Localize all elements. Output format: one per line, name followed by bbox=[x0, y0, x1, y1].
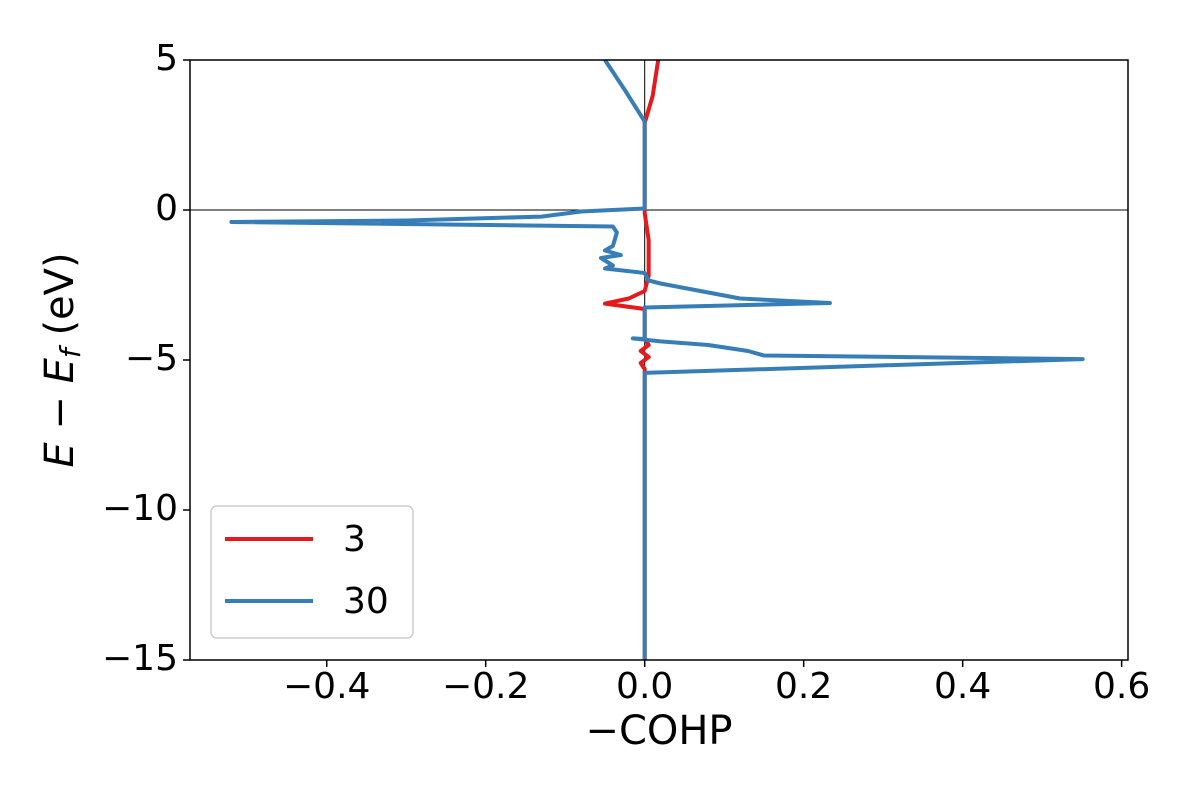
legend-label: 3 bbox=[343, 519, 366, 560]
y-tick-label: −5 bbox=[125, 338, 178, 379]
y-tick-label: −10 bbox=[102, 488, 178, 529]
y-tick-label: 0 bbox=[155, 188, 178, 229]
y-tick-label: 5 bbox=[155, 38, 178, 79]
x-tick-label: 0.2 bbox=[775, 666, 832, 707]
x-tick-label: 0.6 bbox=[1093, 666, 1150, 707]
x-tick-label: −0.2 bbox=[442, 666, 529, 707]
y-label-part: − bbox=[37, 383, 83, 442]
y-axis-label: E − Ef (eV) bbox=[37, 252, 87, 467]
y-tick-label: −15 bbox=[102, 638, 178, 679]
y-label-part: E bbox=[37, 357, 83, 383]
series-line bbox=[229, 60, 1085, 660]
x-tick-label: 0.4 bbox=[934, 666, 991, 707]
x-axis-label: −COHP bbox=[585, 708, 732, 754]
series-line bbox=[602, 60, 661, 660]
x-tick-label: 0.0 bbox=[616, 666, 673, 707]
plot-frame bbox=[189, 59, 1129, 661]
y-label-part: (eV) bbox=[37, 252, 83, 348]
x-tick-label: −0.4 bbox=[283, 666, 370, 707]
y-label-part: E bbox=[37, 442, 83, 468]
legend-label: 30 bbox=[343, 581, 389, 622]
